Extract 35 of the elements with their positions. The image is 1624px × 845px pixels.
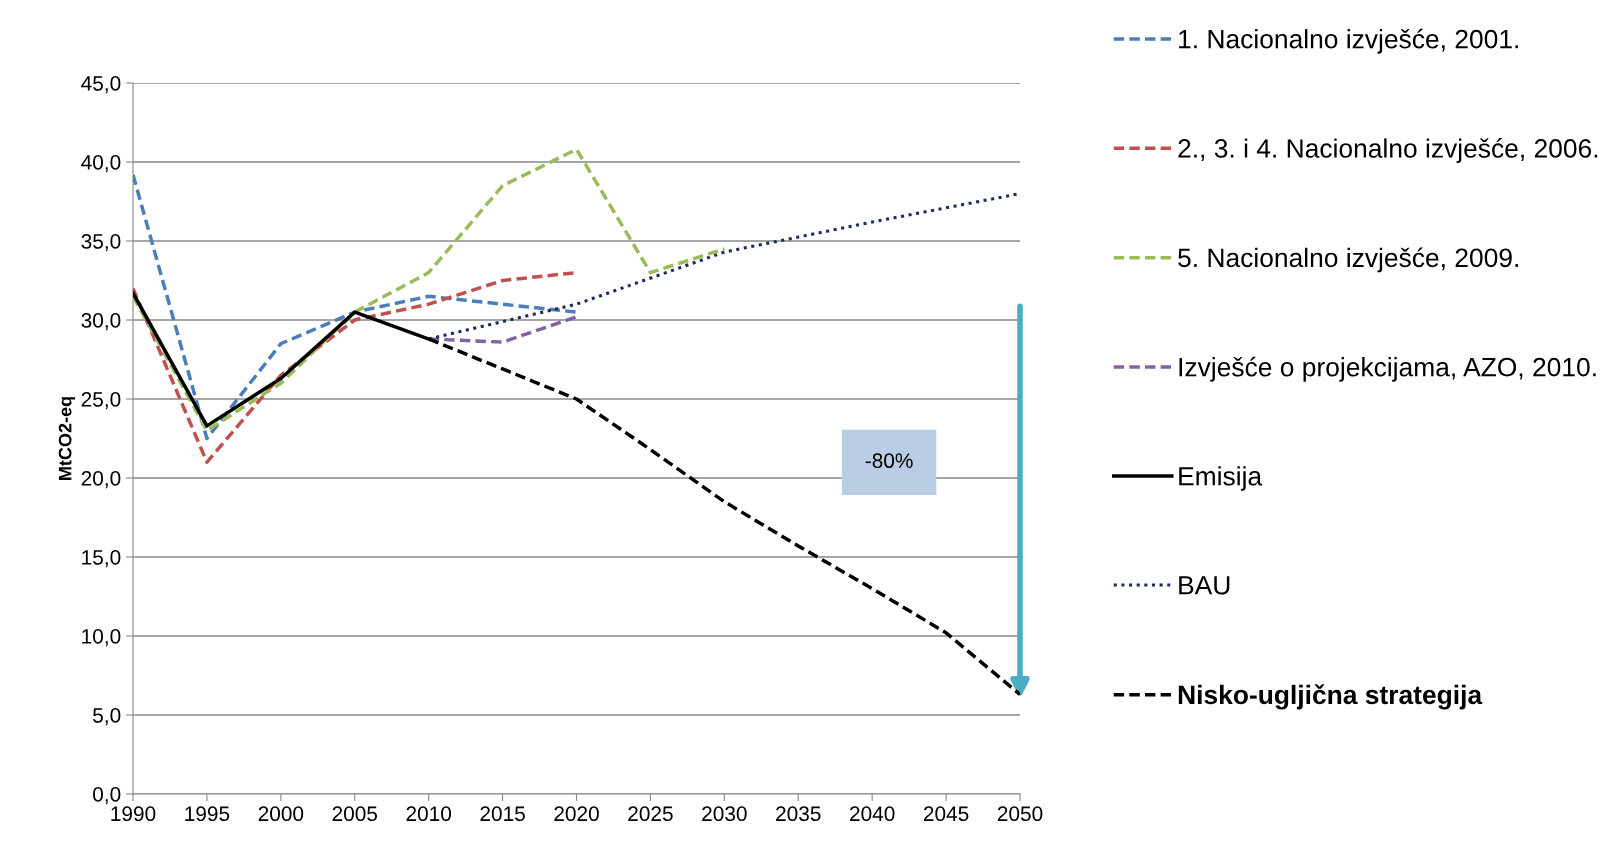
legend-label: 1. Nacionalno izvješće, 2001.	[1179, 28, 1518, 54]
legend-label: Izvješće o projekcijama, AZO, 2010.	[1179, 356, 1596, 382]
y-tick-label: 10,0	[82, 629, 121, 647]
annotation: -80%	[865, 453, 913, 469]
x-tick-label: 2025	[628, 806, 673, 822]
x-tick-label: 1995	[185, 806, 230, 822]
x-tick-label: 2030	[702, 806, 747, 822]
y-tick-label: 45,0	[81, 76, 121, 94]
x-tick-label: 2010	[406, 806, 452, 822]
x-tick-label: 2000	[258, 806, 304, 822]
legend-label: BAU	[1179, 576, 1230, 595]
legend-label: 5. Nacionalno izvješće, 2009.	[1178, 247, 1518, 273]
x-tick-label: 2020	[554, 806, 599, 822]
y-tick-label: 5,0	[93, 708, 121, 726]
y-tick-label: 30,0	[81, 313, 121, 331]
line-series	[133, 172, 579, 441]
x-tick-label: 2005	[332, 806, 378, 822]
x-tick-label: 2040	[850, 806, 895, 822]
y-tick-label: 40,0	[81, 155, 121, 173]
line-series	[133, 147, 727, 433]
x-tick-label: 2050	[997, 806, 1043, 822]
x-tick-label: 2045	[923, 806, 969, 822]
x-tick-label: 1990	[111, 806, 156, 822]
legend-label: 2., 3. i 4. Nacionalno izvješće, 2006.	[1178, 138, 1598, 164]
y-tick-label: 25,0	[81, 392, 121, 410]
line-series	[427, 192, 1020, 341]
y-axis-title: MtCO2-eq	[58, 397, 76, 480]
x-tick-label: 2015	[480, 806, 525, 822]
y-tick-label: 20,0	[81, 471, 121, 489]
y-tick-label: 15,0	[82, 550, 121, 568]
legend-label: Emisija	[1179, 466, 1263, 491]
y-tick-label: 0,0	[93, 787, 121, 805]
x-tick-label: 2035	[776, 806, 821, 822]
legend-label: Nisko-ugljična strategija	[1178, 684, 1483, 710]
y-tick-label: 35,0	[81, 234, 121, 252]
